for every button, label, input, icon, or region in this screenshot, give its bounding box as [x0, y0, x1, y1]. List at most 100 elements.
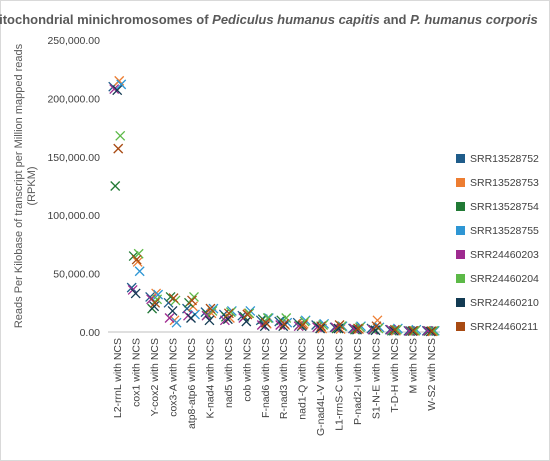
title-segment-1: Pediculus humanus capitis [212, 12, 380, 27]
data-point [133, 248, 144, 259]
data-point [223, 308, 234, 319]
legend-swatch [456, 178, 465, 187]
legend-label: SRR13528754 [470, 201, 539, 213]
data-point [297, 320, 308, 330]
data-point [187, 295, 197, 306]
data-point [333, 323, 344, 334]
x-tick-label: K-nad4 with NCS [204, 338, 216, 419]
x-tick-label: cox1 with NCS [131, 338, 143, 407]
data-point [371, 321, 382, 332]
data-point [134, 266, 145, 277]
legend-swatch [456, 154, 465, 163]
y-axis-title-line: (RPKM) [26, 166, 38, 205]
legend-label: SRR24460210 [470, 297, 539, 309]
x-tick-label: cob with NCS [241, 338, 253, 402]
legend-label: SRR13528755 [470, 225, 539, 237]
data-point [204, 315, 215, 326]
title-segment-2: and [380, 12, 410, 27]
data-point [428, 325, 439, 336]
legend-label: SRR24460204 [470, 273, 539, 285]
data-point [408, 325, 419, 336]
x-tick-label: G-nad4L-V with NCS [315, 338, 327, 436]
data-points [108, 75, 440, 337]
data-point [242, 309, 253, 320]
x-tick-label: T-D-H with NCS [389, 338, 401, 413]
x-tick-label: L1-rrnS-C with NCS [334, 338, 346, 431]
data-point [316, 321, 327, 332]
x-axis-ticks: L2-rrnL with NCS cox1 with NCS Y-cox2 with… [112, 338, 438, 436]
y-tick-label: 200,000.00 [47, 93, 100, 105]
data-point [349, 323, 359, 334]
y-axis-title-line: Reads Per Kilobase of transcript per Mil… [13, 43, 25, 328]
title-segment-0: Mitochondrial minichromosomes of [0, 12, 212, 27]
x-tick-label: nad1-Q with NCS [297, 338, 309, 420]
legend-swatch [456, 322, 465, 331]
data-point [171, 317, 182, 328]
data-point [353, 323, 363, 334]
data-point [110, 181, 121, 191]
y-tick-label: 150,000.00 [47, 152, 100, 164]
legend-label: SRR13528752 [470, 153, 539, 165]
data-point [115, 130, 126, 141]
title-segment-3: P. humanus corporis [410, 12, 538, 27]
data-point [201, 310, 212, 321]
data-point [426, 326, 437, 337]
data-point [391, 324, 402, 335]
y-tick-label: 100,000.00 [47, 210, 100, 222]
data-point [164, 313, 175, 323]
data-point [150, 297, 161, 308]
data-point [260, 317, 271, 328]
y-tick-label: 0.00 [80, 327, 101, 339]
legend: SRR13528752 SRR13528753 SRR13528754 SRR1352… [456, 153, 539, 333]
legend-swatch [456, 202, 465, 211]
data-point [149, 301, 160, 312]
data-point [315, 323, 326, 334]
data-point [389, 324, 400, 335]
data-point [259, 321, 270, 332]
y-axis-ticks: 0.00 50,000.00 100,000.00 150,000.00 200,000… [47, 35, 100, 339]
data-point [186, 313, 196, 323]
data-point [279, 318, 290, 329]
x-tick-label: S1-N-E with NCS [370, 338, 382, 419]
x-tick-label: F-nad6 with NCS [260, 338, 272, 418]
x-tick-label: W-S2 with NCS [426, 338, 438, 411]
legend-swatch [456, 274, 465, 283]
legend-swatch [456, 250, 465, 259]
data-point [278, 321, 289, 332]
data-point [131, 254, 142, 265]
data-point [429, 325, 440, 336]
data-point [130, 288, 141, 299]
x-tick-label: L2-rrnL with NCS [112, 338, 124, 418]
x-tick-label: nad5 with NCS [223, 338, 235, 408]
legend-label: SRR13528753 [470, 177, 539, 189]
x-tick-label: cox3-A with NCS [168, 338, 180, 417]
data-point [168, 293, 179, 304]
data-point [132, 256, 143, 267]
y-tick-label: 250,000.00 [47, 35, 100, 47]
data-point [281, 313, 292, 323]
data-point [334, 320, 345, 330]
chart-title: Mitochondrial minichromosomes of Pedicul… [0, 12, 538, 27]
data-point [167, 306, 178, 316]
data-point [112, 85, 123, 96]
legend-swatch [456, 298, 465, 307]
legend-label: SRR24460203 [470, 249, 539, 261]
x-tick-label: atp8-atp6 with NCS [186, 338, 198, 429]
y-axis-label: Reads Per Kilobase of transcript per Mil… [13, 43, 38, 328]
x-tick-label: R-nad3 with NCS [278, 338, 290, 419]
legend-swatch [456, 226, 465, 235]
y-tick-label: 50,000.00 [53, 269, 100, 281]
x-tick-label: M with NCS [407, 338, 419, 393]
data-point [410, 325, 421, 336]
data-point [219, 315, 230, 326]
data-point [116, 79, 127, 90]
data-point [113, 143, 124, 154]
legend-label: SRR24460211 [470, 321, 538, 333]
data-point [205, 303, 216, 314]
y-axis-title: Reads Per Kilobase of transcript per Mil… [13, 43, 38, 328]
data-point [109, 84, 120, 95]
data-point [165, 292, 176, 302]
data-point [126, 282, 137, 293]
x-tick-label: P-nad2-I with NCS [352, 338, 364, 425]
